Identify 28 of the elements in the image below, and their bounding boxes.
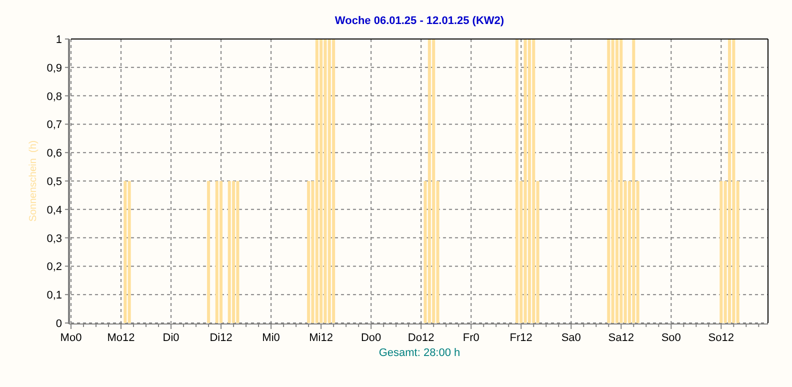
y-tick-label: 0,1 <box>46 290 62 302</box>
y-tick-label: 0,3 <box>46 232 62 245</box>
y-tick-label: 0,4 <box>46 204 62 216</box>
x-tick-label: Di12 <box>210 332 232 344</box>
x-tick-label: Mo0 <box>60 332 82 344</box>
x-tick-label: Fr0 <box>462 332 480 344</box>
y-tick-label: 0,6 <box>46 148 62 160</box>
y-tick-label: 0,7 <box>46 119 62 132</box>
chart-title: Woche 06.01.25 - 12.01.25 (KW2) <box>334 15 504 27</box>
x-tick-label: So0 <box>661 332 681 344</box>
x-tick-label: Do12 <box>408 332 434 344</box>
x-tick-label: Sa12 <box>608 332 634 344</box>
x-tick-label: Mo12 <box>107 332 135 344</box>
x-tick-label: Fr12 <box>510 332 532 344</box>
y-tick-label: 0,8 <box>46 90 62 103</box>
x-tick-label: Mi0 <box>262 332 280 344</box>
y-tick-label: 0 <box>56 318 62 330</box>
x-axis-title: Gesamt: 28:00 h <box>378 347 460 359</box>
y-tick-label: 0,9 <box>46 62 62 74</box>
x-tick-label: Do0 <box>360 332 382 344</box>
y-tick-label: 1 <box>56 34 62 46</box>
x-tick-label: Sa0 <box>561 332 581 344</box>
y-tick-label: 0,5 <box>46 176 62 188</box>
x-tick-label: Mi12 <box>309 332 333 344</box>
x-tick-label: Di0 <box>162 332 180 344</box>
x-tick-label: So12 <box>708 332 734 344</box>
y-tick-label: 0,2 <box>46 261 62 274</box>
y-axis-title: Sonnenschein (h) <box>28 140 39 222</box>
